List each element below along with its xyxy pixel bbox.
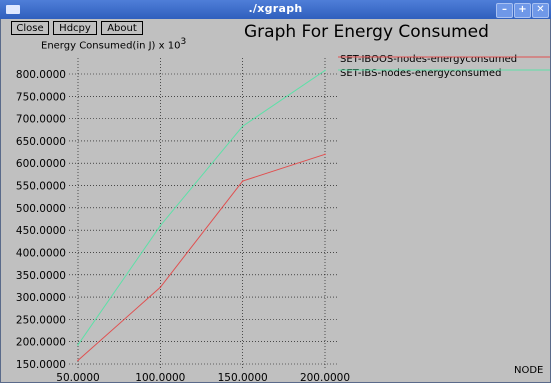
y-tick-label: 450.0000 bbox=[16, 225, 66, 237]
maximize-icon[interactable]: + bbox=[514, 3, 531, 18]
y-tick-label: 800.0000 bbox=[16, 69, 66, 81]
close-button[interactable]: Close bbox=[11, 21, 49, 35]
window-title: ./xgraph bbox=[248, 2, 303, 15]
x-tick-label: 50.0000 bbox=[56, 372, 99, 383]
data-point bbox=[77, 359, 79, 362]
data-point bbox=[159, 224, 162, 227]
y-tick-label: 650.0000 bbox=[16, 136, 66, 148]
y-tick-label: 300.0000 bbox=[16, 292, 66, 304]
y-tick-label: 400.0000 bbox=[16, 247, 66, 259]
y-tick-label: 550.0000 bbox=[16, 181, 66, 193]
y-tick-label: 250.0000 bbox=[16, 314, 66, 326]
y-tick-label: 700.0000 bbox=[16, 114, 66, 126]
y-axis-exponent: 3 bbox=[180, 37, 187, 47]
data-point bbox=[324, 69, 326, 72]
y-axis-label: Energy Consumed(in J) x 103 bbox=[41, 37, 186, 51]
close-window-icon[interactable]: ✕ bbox=[532, 3, 549, 18]
chart-title: Graph For Energy Consumed bbox=[244, 22, 489, 42]
data-point bbox=[241, 125, 244, 127]
x-tick-label: 200.0000 bbox=[300, 372, 350, 383]
legend-label-iboos: SET-IBOOS-nodes-energyconsumed bbox=[340, 54, 518, 65]
hdcpy-button[interactable]: Hdcpy bbox=[53, 21, 97, 35]
series-line-2 bbox=[77, 70, 326, 346]
data-point bbox=[241, 180, 244, 182]
data-point bbox=[324, 153, 326, 156]
window-menu-icon[interactable] bbox=[6, 5, 20, 14]
minimize-icon[interactable]: – bbox=[496, 3, 513, 18]
y-tick-label: 750.0000 bbox=[16, 91, 66, 103]
y-tick-label: 500.0000 bbox=[16, 203, 66, 215]
y-tick-label: 600.0000 bbox=[16, 158, 66, 170]
x-tick-label: 150.0000 bbox=[218, 372, 268, 383]
x-axis-label: NODE bbox=[514, 365, 544, 376]
y-tick-label: 200.0000 bbox=[16, 337, 66, 349]
about-button[interactable]: About bbox=[101, 21, 143, 35]
y-axis-label-text: Energy Consumed(in J) x 10 bbox=[41, 40, 181, 52]
y-tick-label: 350.0000 bbox=[16, 270, 66, 282]
y-tick-label: 150.0000 bbox=[16, 359, 66, 371]
legend-label-ibs: SET-IBS-nodes-energyconsumed bbox=[340, 68, 502, 79]
title-bar[interactable]: ./xgraph – + ✕ bbox=[0, 0, 551, 19]
series-line-1 bbox=[77, 153, 326, 361]
data-point bbox=[159, 286, 162, 289]
x-tick-label: 100.0000 bbox=[135, 372, 185, 383]
data-point bbox=[77, 344, 79, 346]
